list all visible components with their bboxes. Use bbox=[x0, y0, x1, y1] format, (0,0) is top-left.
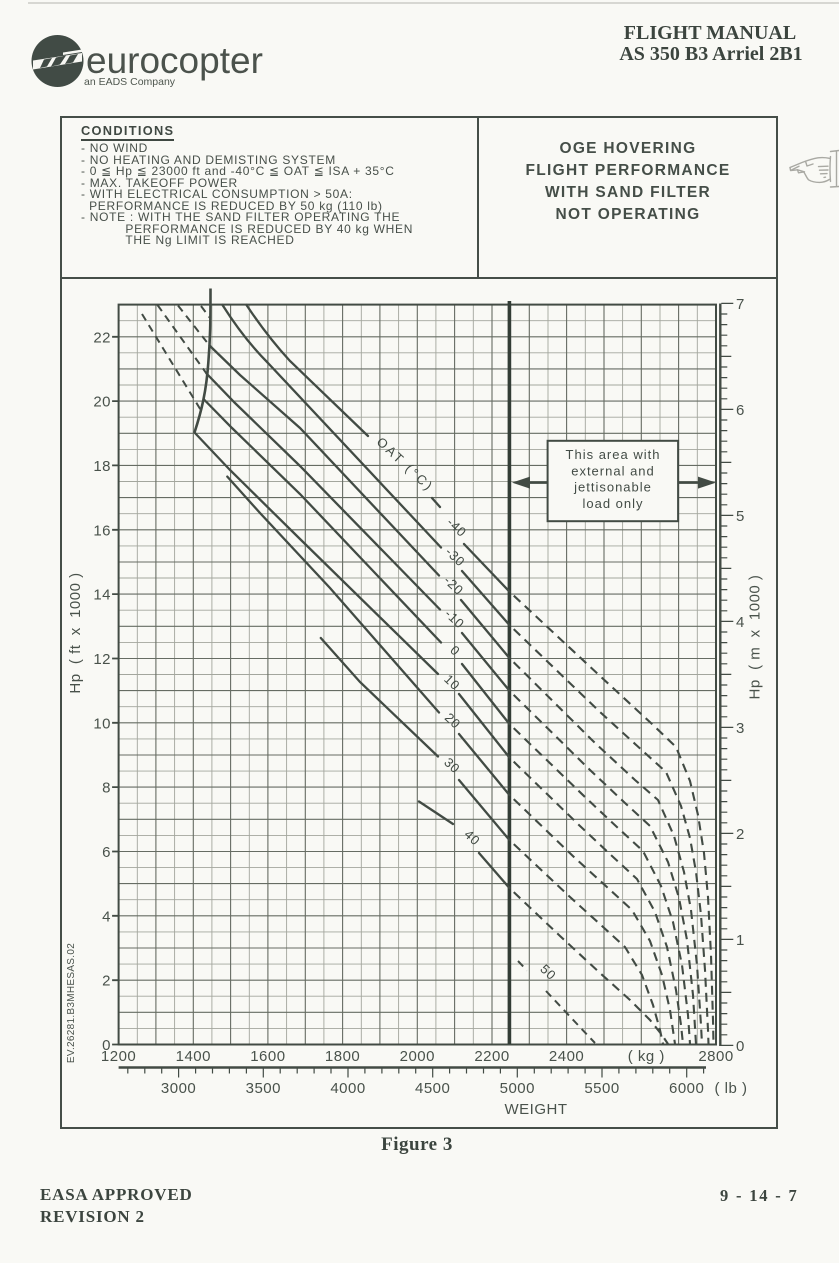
svg-text:-40: -40 bbox=[444, 515, 470, 540]
svg-text:2: 2 bbox=[736, 826, 745, 843]
svg-text:6000: 6000 bbox=[669, 1080, 704, 1097]
svg-text:30: 30 bbox=[441, 755, 463, 777]
svg-text:2800: 2800 bbox=[698, 1048, 733, 1065]
svg-text:0: 0 bbox=[102, 1037, 111, 1054]
svg-text:-30: -30 bbox=[443, 544, 469, 569]
svg-text:jettisonable: jettisonable bbox=[573, 480, 652, 495]
svg-text:4500: 4500 bbox=[415, 1080, 450, 1097]
svg-text:Hp ( m x 1000 ): Hp ( m x 1000 ) bbox=[747, 575, 764, 700]
svg-text:2200: 2200 bbox=[474, 1048, 509, 1065]
svg-text:( lb ): ( lb ) bbox=[715, 1080, 748, 1097]
svg-text:20: 20 bbox=[442, 710, 464, 732]
svg-text:Hp ( ft x 1000 ): Hp ( ft x 1000 ) bbox=[67, 572, 84, 693]
svg-text:1200: 1200 bbox=[101, 1048, 136, 1065]
svg-text:WEIGHT: WEIGHT bbox=[505, 1101, 568, 1118]
svg-text:18: 18 bbox=[93, 458, 111, 475]
svg-text:16: 16 bbox=[93, 522, 111, 539]
svg-text:10: 10 bbox=[93, 715, 111, 732]
svg-text:EV.26281.B3MHESAS.02: EV.26281.B3MHESAS.02 bbox=[66, 943, 77, 1063]
svg-text:40: 40 bbox=[461, 827, 483, 849]
svg-text:6: 6 bbox=[102, 844, 111, 861]
svg-text:6: 6 bbox=[736, 402, 745, 419]
svg-text:( kg ): ( kg ) bbox=[628, 1048, 665, 1065]
svg-text:12: 12 bbox=[93, 651, 111, 668]
svg-text:load only: load only bbox=[582, 496, 643, 511]
svg-text:22: 22 bbox=[93, 329, 111, 346]
svg-text:14: 14 bbox=[93, 587, 111, 604]
svg-text:7: 7 bbox=[736, 296, 745, 313]
svg-text:1600: 1600 bbox=[250, 1048, 285, 1065]
svg-text:0: 0 bbox=[736, 1038, 745, 1055]
svg-text:2000: 2000 bbox=[400, 1048, 435, 1065]
svg-text:3: 3 bbox=[736, 720, 745, 737]
svg-text:external and: external and bbox=[571, 463, 655, 478]
svg-text:3500: 3500 bbox=[246, 1080, 281, 1097]
svg-text:3000: 3000 bbox=[161, 1080, 196, 1097]
svg-text:5: 5 bbox=[736, 508, 745, 525]
svg-text:2400: 2400 bbox=[549, 1048, 584, 1065]
svg-text:4: 4 bbox=[102, 908, 111, 925]
svg-text:This area with: This area with bbox=[566, 447, 661, 462]
svg-text:1800: 1800 bbox=[325, 1048, 360, 1065]
svg-text:20: 20 bbox=[93, 394, 111, 411]
svg-text:0: 0 bbox=[447, 642, 463, 658]
svg-text:4000: 4000 bbox=[330, 1080, 365, 1097]
svg-text:5000: 5000 bbox=[500, 1080, 535, 1097]
svg-text:4: 4 bbox=[736, 614, 745, 631]
svg-text:2: 2 bbox=[102, 973, 111, 990]
svg-text:8: 8 bbox=[102, 780, 111, 797]
svg-text:1400: 1400 bbox=[176, 1048, 211, 1065]
svg-text:1: 1 bbox=[736, 932, 745, 949]
svg-text:5500: 5500 bbox=[584, 1080, 619, 1097]
